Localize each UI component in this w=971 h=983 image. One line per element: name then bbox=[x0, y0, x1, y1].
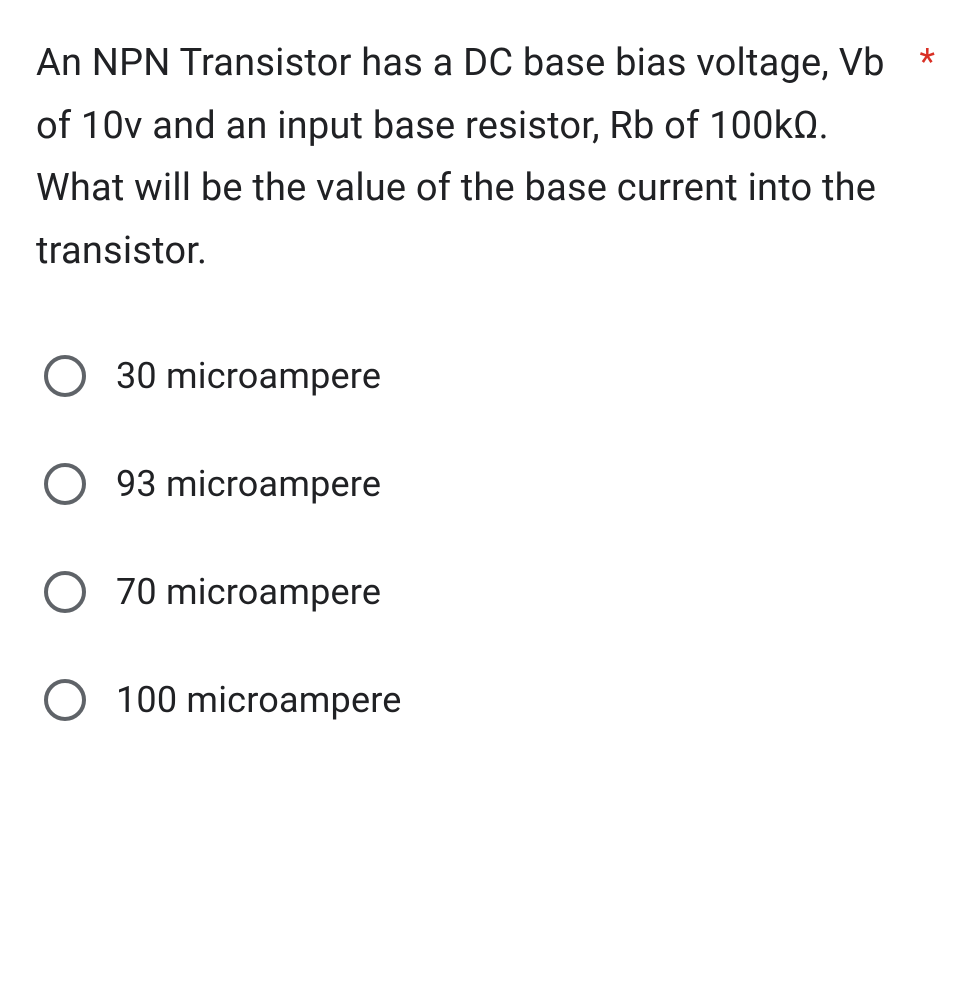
option-label: 93 microampere bbox=[116, 463, 381, 505]
option-30-microampere[interactable]: 30 microampere bbox=[44, 355, 935, 397]
option-70-microampere[interactable]: 70 microampere bbox=[44, 571, 935, 613]
radio-icon bbox=[44, 463, 86, 505]
question-text: An NPN Transistor has a DC base bias vol… bbox=[36, 32, 907, 283]
question-row: An NPN Transistor has a DC base bias vol… bbox=[36, 32, 935, 283]
options-group: 30 microampere 93 microampere 70 microam… bbox=[36, 355, 935, 721]
option-label: 70 microampere bbox=[116, 571, 381, 613]
radio-icon bbox=[44, 679, 86, 721]
required-asterisk: * bbox=[919, 32, 935, 92]
option-label: 30 microampere bbox=[116, 355, 381, 397]
radio-icon bbox=[44, 571, 86, 613]
option-93-microampere[interactable]: 93 microampere bbox=[44, 463, 935, 505]
option-label: 100 microampere bbox=[116, 679, 402, 721]
radio-icon bbox=[44, 355, 86, 397]
option-100-microampere[interactable]: 100 microampere bbox=[44, 679, 935, 721]
